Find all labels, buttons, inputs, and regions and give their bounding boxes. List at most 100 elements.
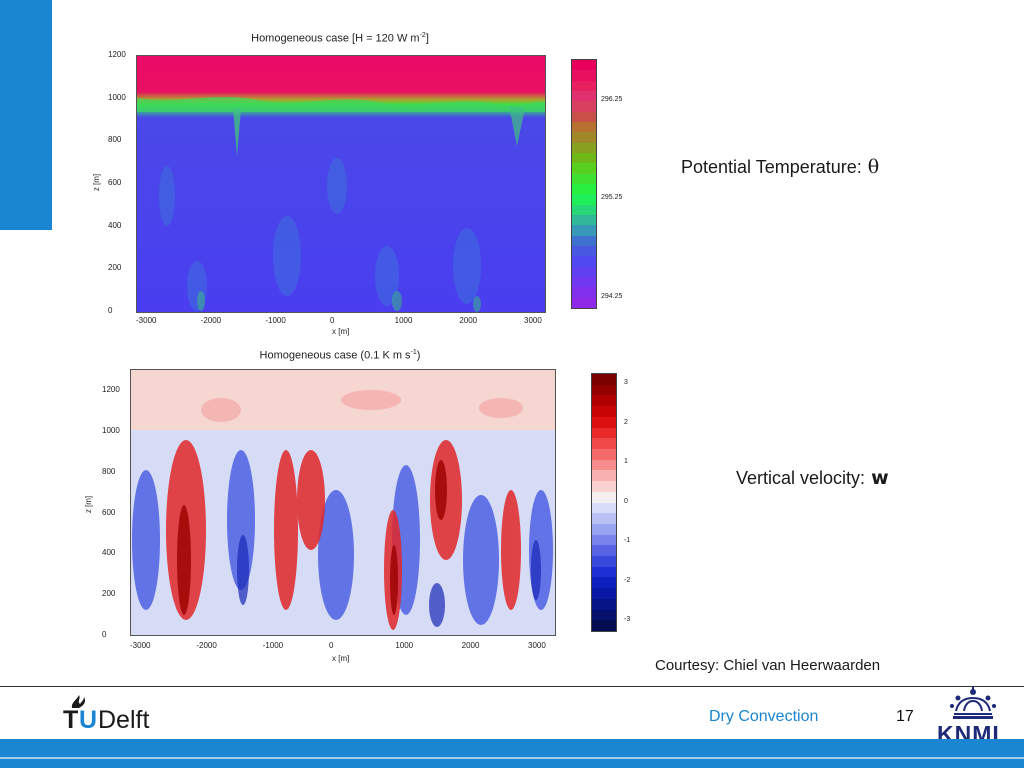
footer-stripe bbox=[0, 757, 1024, 759]
plot2-x-tick: 2000 bbox=[461, 641, 480, 650]
colorbar-swatch bbox=[572, 225, 596, 237]
plot1-y-tick: 1000 bbox=[108, 92, 126, 102]
courtesy-text: Courtesy: Chiel van Heerwaarden bbox=[655, 657, 881, 674]
colorbar-swatch bbox=[592, 438, 616, 450]
colorbar-swatch bbox=[592, 609, 616, 621]
colorbar-swatch bbox=[572, 184, 596, 195]
w-symbol: w bbox=[871, 467, 889, 489]
colorbar-swatch bbox=[592, 416, 616, 429]
plot1-x-tick: 2000 bbox=[459, 316, 478, 325]
plot2-y-tick: 1000 bbox=[102, 425, 120, 435]
colorbar-swatch bbox=[572, 101, 596, 113]
plot1-x-tick: 0 bbox=[330, 316, 335, 325]
plot2-x-tick: -1000 bbox=[262, 641, 284, 650]
plot1-y-tick: 0 bbox=[108, 306, 113, 315]
colorbar-swatch bbox=[592, 545, 616, 557]
plot1-y-tick: 600 bbox=[108, 178, 122, 187]
tudelft-logo: T U Delft bbox=[63, 692, 173, 736]
theta-field-plot bbox=[136, 55, 546, 313]
plot2-y-tick: 0 bbox=[102, 630, 107, 639]
footer-title: Dry Convection bbox=[709, 708, 819, 725]
colorbar-swatch bbox=[592, 491, 616, 503]
colorbar-swatch bbox=[572, 60, 596, 71]
colorbar-swatch bbox=[592, 577, 616, 589]
colorbar-swatch bbox=[572, 80, 596, 92]
page-number: 17 bbox=[896, 708, 914, 725]
colorbar-swatch bbox=[572, 122, 596, 133]
colorbar-swatch bbox=[592, 481, 616, 493]
flame-icon bbox=[71, 695, 86, 708]
colorbar-swatch bbox=[572, 70, 596, 82]
plot1-x-tick: 3000 bbox=[524, 316, 542, 325]
colorbar-swatch bbox=[592, 566, 616, 578]
plot2-xlabel: x [m] bbox=[332, 654, 350, 663]
plot2-x-tick: 0 bbox=[329, 641, 334, 650]
colorbar-swatch bbox=[572, 246, 596, 257]
colorbar-tick-label: 1 bbox=[624, 458, 628, 465]
colorbar-swatch bbox=[572, 215, 596, 226]
colorbar-swatch bbox=[572, 235, 596, 247]
colorbar-tick-label: 295.25 bbox=[601, 194, 623, 201]
colorbar-swatch bbox=[592, 523, 616, 536]
colorbar-swatch bbox=[572, 132, 596, 144]
colorbar-tick-label: 296.25 bbox=[601, 96, 623, 103]
colorbar-tick-label: 2 bbox=[624, 418, 628, 426]
colorbar-swatch bbox=[592, 470, 616, 482]
theta-colorbar bbox=[571, 59, 597, 309]
colorbar-swatch bbox=[592, 556, 616, 568]
plot1-x-tick: -2000 bbox=[200, 316, 222, 325]
crown-icon bbox=[950, 686, 996, 719]
plot2-y-tick: 1200 bbox=[102, 385, 120, 394]
potential-temperature-label: Potential Temperature: θ bbox=[681, 156, 880, 178]
corner-accent-bar bbox=[0, 0, 52, 230]
colorbar-tick-label: 3 bbox=[624, 379, 628, 386]
colorbar-swatch bbox=[572, 297, 596, 309]
footer-divider bbox=[0, 686, 1024, 687]
colorbar-swatch bbox=[572, 111, 596, 123]
colorbar-swatch bbox=[592, 395, 616, 407]
plot2-x-tick: 3000 bbox=[528, 641, 546, 650]
colorbar-swatch bbox=[592, 459, 616, 471]
colorbar-swatch bbox=[592, 534, 616, 546]
vertical-velocity-label: Vertical velocity: w bbox=[736, 467, 889, 489]
plot2-y-tick: 800 bbox=[102, 466, 116, 476]
plot2-y-tick: 600 bbox=[102, 507, 116, 517]
colorbar-swatch bbox=[592, 427, 616, 439]
colorbar-swatch bbox=[592, 620, 616, 632]
theta-symbol: θ bbox=[867, 156, 880, 178]
colorbar-tick-label: -2 bbox=[624, 576, 631, 584]
colorbar-swatch bbox=[592, 406, 616, 418]
colorbar-swatch bbox=[572, 194, 596, 206]
plot1-x-tick: -1000 bbox=[265, 316, 286, 325]
plot1-x-tick: -3000 bbox=[136, 316, 157, 325]
colorbar-tick-label: -1 bbox=[624, 537, 631, 544]
colorbar-swatch bbox=[592, 598, 616, 611]
colorbar-swatch bbox=[572, 204, 596, 216]
plot1-y-tick: 400 bbox=[108, 220, 122, 230]
plot1-y-tick: 1200 bbox=[108, 50, 126, 59]
w-colorbar bbox=[591, 373, 617, 632]
knmi-logo: KNMI bbox=[934, 684, 1012, 747]
colorbar-swatch bbox=[572, 142, 596, 154]
footer-bar bbox=[0, 739, 1024, 768]
colorbar-swatch bbox=[572, 91, 596, 102]
plot2-y-tick: 400 bbox=[102, 548, 116, 558]
plot2-x-tick: -2000 bbox=[196, 641, 217, 650]
plot1-xlabel: x [m] bbox=[332, 327, 350, 336]
plot1-x-tick: 1000 bbox=[394, 316, 413, 325]
plot1-title: Homogeneous case [H = 120 W m-2] bbox=[251, 32, 429, 45]
plot2-title: Homogeneous case (0.1 K m s-1) bbox=[259, 349, 421, 362]
plot1-y-tick: 800 bbox=[108, 135, 122, 145]
colorbar-swatch bbox=[592, 502, 616, 514]
colorbar-tick-label: 294.25 bbox=[601, 293, 623, 300]
colorbar-swatch bbox=[592, 588, 616, 600]
colorbar-swatch bbox=[572, 153, 596, 164]
colorbar-tick-label: 0 bbox=[624, 497, 628, 505]
colorbar-swatch bbox=[572, 277, 596, 288]
plot1-y-tick: 200 bbox=[108, 263, 122, 273]
colorbar-swatch bbox=[592, 384, 616, 396]
plot2-ylabel: z [m] bbox=[84, 495, 94, 514]
colorbar-swatch bbox=[592, 374, 616, 386]
colorbar-swatch bbox=[572, 287, 596, 299]
plot2-x-tick: -3000 bbox=[130, 641, 151, 650]
